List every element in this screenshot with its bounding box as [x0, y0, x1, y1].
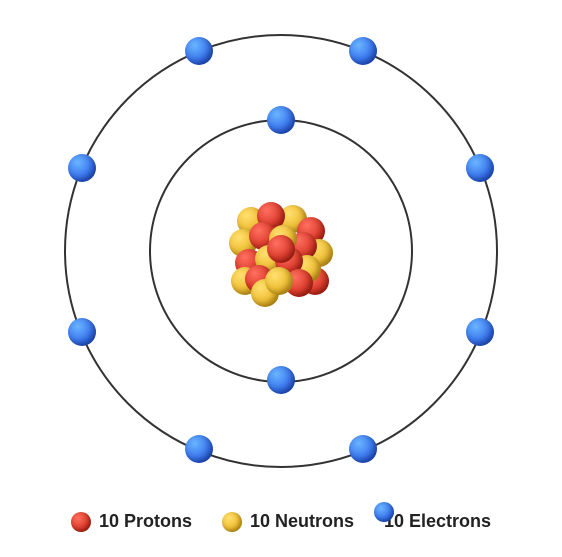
electron	[466, 154, 494, 182]
electron	[68, 318, 96, 346]
neutron-icon	[222, 512, 242, 532]
proton-icon	[71, 512, 91, 532]
neutron	[265, 267, 293, 295]
legend-label: 10 Electrons	[384, 511, 491, 532]
electron	[185, 37, 213, 65]
electron-icon	[374, 502, 394, 522]
legend: 10 Protons 10 Neutrons 10 Electrons	[0, 511, 562, 532]
electron	[185, 435, 213, 463]
electron	[466, 318, 494, 346]
electron	[68, 154, 96, 182]
electron	[349, 37, 377, 65]
legend-label: 10 Protons	[99, 511, 192, 532]
electron	[349, 435, 377, 463]
legend-label: 10 Neutrons	[250, 511, 354, 532]
legend-item-electrons: 10 Electrons	[384, 511, 491, 532]
proton	[267, 235, 295, 263]
legend-item-protons: 10 Protons	[71, 511, 192, 532]
legend-item-neutrons: 10 Neutrons	[222, 511, 354, 532]
atom-diagram: 123RF 699.com 10 Protons10 Neutrons10 El…	[0, 0, 562, 557]
